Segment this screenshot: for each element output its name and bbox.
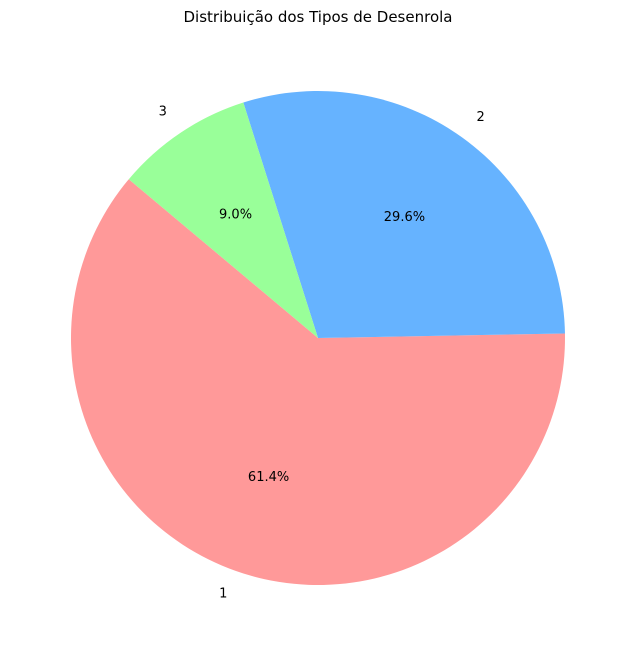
slice-label-3: 3 [159,105,167,120]
slice-label-1: 1 [219,587,227,602]
percent-label-2: 29.6% [384,210,425,225]
pie-labels: 1 61.4% 2 29.6% 3 9.0% [159,105,485,602]
percent-label-1: 61.4% [248,470,289,485]
percent-label-3: 9.0% [219,207,252,222]
slice-label-2: 2 [476,110,484,125]
pie-slice-1 [70,179,566,586]
chart-title: Distribuição dos Tipos de Desenrola [184,8,453,26]
pie-slice-3 [128,102,318,338]
pie-slices [70,91,566,586]
pie-slice-2 [243,91,565,338]
